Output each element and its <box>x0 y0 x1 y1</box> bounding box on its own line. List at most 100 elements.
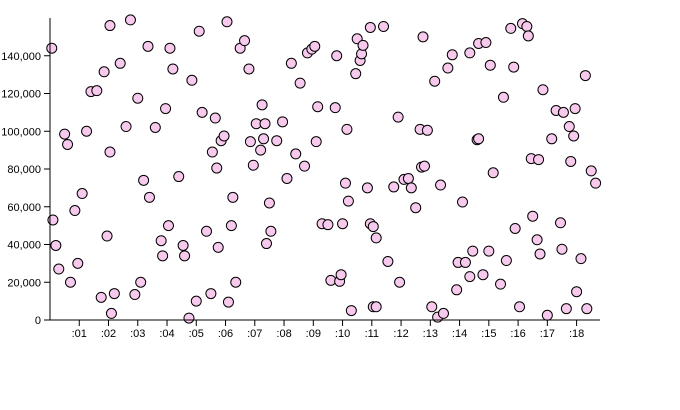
data-point <box>331 50 343 62</box>
data-point <box>222 296 234 308</box>
data-point <box>555 217 567 229</box>
data-point <box>464 47 476 59</box>
data-point <box>435 179 447 191</box>
data-point <box>571 286 583 298</box>
data-point <box>410 202 422 214</box>
y-tick-label: 140,000 <box>1 51 41 63</box>
data-point <box>341 123 353 135</box>
data-point <box>537 84 549 96</box>
data-point <box>568 130 580 142</box>
data-point <box>212 241 224 253</box>
data-point <box>459 256 471 268</box>
data-point <box>205 288 217 300</box>
data-point <box>114 57 126 69</box>
data-point <box>221 16 233 28</box>
data-point <box>505 22 517 34</box>
data-point <box>143 191 155 203</box>
data-point <box>565 155 577 167</box>
x-tick-label: :17 <box>540 328 555 340</box>
data-point <box>367 221 379 233</box>
data-point <box>47 214 59 226</box>
data-point <box>155 235 167 247</box>
data-point <box>339 177 351 189</box>
data-point <box>534 248 546 260</box>
data-point <box>256 99 268 111</box>
data-point <box>345 305 357 317</box>
data-point <box>160 103 172 115</box>
data-point <box>473 133 485 145</box>
y-tick-label: 20,000 <box>7 277 41 289</box>
data-point <box>104 146 116 158</box>
data-point <box>451 284 463 296</box>
data-point <box>177 239 189 251</box>
data-point <box>206 146 218 158</box>
data-point <box>260 238 272 250</box>
data-point <box>164 42 176 54</box>
data-point <box>357 39 369 51</box>
data-point <box>480 37 492 49</box>
x-tick-label: :18 <box>569 328 584 340</box>
data-point <box>429 75 441 87</box>
data-point <box>247 159 259 171</box>
data-point <box>418 160 430 172</box>
data-point <box>394 276 406 288</box>
data-point <box>364 21 376 33</box>
data-point <box>426 301 438 313</box>
data-point <box>421 124 433 136</box>
data-point <box>294 77 306 89</box>
data-point <box>290 148 302 160</box>
data-point <box>521 20 533 32</box>
data-point <box>370 301 382 313</box>
data-point <box>437 307 449 319</box>
data-point <box>142 40 154 52</box>
data-point <box>508 61 520 73</box>
x-tick-label: :05 <box>189 328 204 340</box>
data-point <box>378 20 390 32</box>
data-point <box>497 91 509 103</box>
data-point <box>457 196 468 208</box>
x-tick-label: :14 <box>452 328 467 340</box>
data-point <box>104 20 116 32</box>
x-tick-label: :10 <box>335 328 350 340</box>
data-point <box>442 62 454 74</box>
data-point <box>495 278 507 290</box>
x-tick-label: :06 <box>218 328 233 340</box>
data-point <box>258 133 270 145</box>
data-point <box>310 136 322 148</box>
data-point <box>72 257 84 269</box>
data-point <box>230 276 242 288</box>
data-point <box>179 250 191 262</box>
data-point <box>98 66 110 78</box>
data-point <box>560 303 572 315</box>
data-point <box>227 191 239 203</box>
data-point <box>132 92 144 104</box>
data-point <box>211 162 223 174</box>
x-tick-label: :12 <box>393 328 408 340</box>
data-point <box>361 182 373 194</box>
data-point <box>446 49 458 61</box>
data-point <box>477 269 489 281</box>
data-point <box>53 263 65 275</box>
data-point <box>484 59 496 71</box>
x-tick-label: :03 <box>130 328 145 340</box>
data-point <box>50 239 62 251</box>
data-point <box>259 118 271 130</box>
x-axis-ticks: :01:02:03:04:05:06:07:08:09:10:11:12:13:… <box>72 320 584 340</box>
data-point <box>120 121 132 133</box>
data-point <box>533 154 545 166</box>
data-point <box>105 307 117 319</box>
data-point <box>342 195 354 207</box>
data-point <box>173 171 185 183</box>
data-point <box>312 101 324 113</box>
data-point <box>575 253 587 265</box>
data-point <box>509 222 521 234</box>
data-point <box>196 106 208 118</box>
data-point <box>514 301 526 313</box>
x-tick-label: :13 <box>423 328 438 340</box>
data-point <box>244 136 256 148</box>
data-point <box>81 125 93 137</box>
data-point <box>329 102 341 114</box>
data-point <box>350 68 362 80</box>
